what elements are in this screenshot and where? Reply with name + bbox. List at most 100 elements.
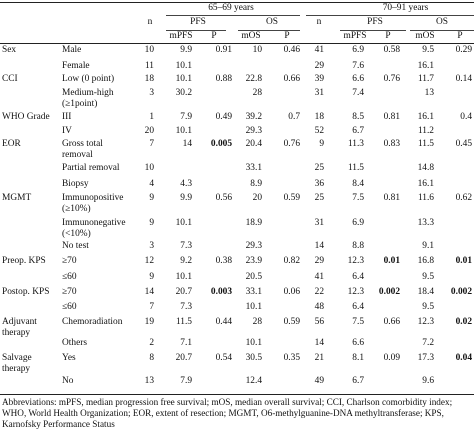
row-category: Immunonegative [62,218,126,228]
col-p-pfs-right: P [385,31,391,41]
cell-n2: 41 [314,272,324,282]
cell-pos1: 0.46 [283,45,300,55]
cell-n2: 14 [314,241,324,251]
cell-pos1: 0.59 [283,317,300,327]
group-rule-65-69 [166,15,300,16]
col-n-left: n [147,17,153,27]
cell-mos1: 22.8 [245,74,262,84]
cell-pos1: 0.76 [283,139,300,149]
cell-n1: 9 [149,193,154,203]
cell-mpfs1: 9.9 [180,193,192,203]
cell-mpfs1: 10.1 [175,61,192,71]
row-category: (≥10%) [62,204,91,214]
cell-mos2: 14.8 [417,163,434,173]
cell-n1: 8 [149,353,154,363]
cell-n1: 13 [144,376,154,386]
cell-mos1: 10.1 [245,302,262,312]
cell-mos2: 9.5 [422,272,434,282]
os-rule-right [410,30,474,31]
row-variable: CCI [2,74,18,84]
col-os-left: OS [266,17,278,27]
cell-n2: 31 [314,218,324,228]
row-category: removal [62,150,93,160]
pfs-rule-left [166,30,226,31]
cell-mpfs2: 6.6 [352,338,364,348]
cell-mos2: 11.6 [417,193,434,203]
row-variable: Postop. KPS [2,287,50,297]
cell-n1: 3 [149,88,154,98]
row-category: ≤60 [62,302,77,312]
row-variable: Salvage therapy [2,353,32,374]
cell-pos1: 0.06 [283,287,300,297]
cell-pos1: 0.82 [283,256,300,266]
cell-n1: 9 [149,272,154,282]
row-category: ≥70 [62,287,77,297]
cell-mpfs1: 9.9 [180,45,192,55]
cell-pos1: 0.35 [283,353,300,363]
row-category: ≤60 [62,272,77,282]
cell-mpfs2: 8.1 [352,353,364,363]
cell-mpfs2: 6.4 [352,302,364,312]
cell-mpfs1: 10.1 [175,272,192,282]
row-category: Partial removal [62,163,120,173]
cell-n1: 2 [149,338,154,348]
cell-n2: 31 [314,88,324,98]
cell-n2: 36 [314,179,324,189]
cell-pos1: 0.66 [283,74,300,84]
pfs-rule-right [340,30,406,31]
cell-n2: 49 [314,376,324,386]
row-variable: Adjuvant therapy [2,317,37,338]
cell-mpfs1: 7.9 [180,112,192,122]
cell-n1: 10 [144,45,154,55]
cell-mos2: 9.5 [422,45,434,55]
cell-p1: 0.56 [215,193,232,203]
cell-mos1: 39.2 [245,112,262,122]
cell-mos1: 28 [252,88,262,98]
table-bottom-rule [0,394,474,395]
cell-n2: 25 [314,193,324,203]
cell-mos2: 9.6 [422,376,434,386]
cell-n2: 14 [314,338,324,348]
cell-mos2: 11.7 [417,74,434,84]
cell-pos1: 0.59 [283,193,300,203]
cell-mpfs1: 30.2 [175,88,192,98]
cell-pos2: 0.4 [460,112,472,122]
cell-mos2: 9.1 [422,241,434,251]
cell-mpfs2: 6.7 [352,376,364,386]
cell-mpfs2: 8.4 [352,179,364,189]
cell-mpfs1: 10.1 [175,218,192,228]
cell-p1: 0.88 [215,74,232,84]
row-variable: Preop. KPS [2,256,46,266]
cell-mos2: 13 [424,88,434,98]
cell-mos2: 16.8 [417,256,434,266]
col-mos-right: mOS [415,31,435,41]
cell-n1: 10 [144,163,154,173]
cell-mos1: 20.5 [245,272,262,282]
cell-n1: 20 [144,126,154,136]
row-category: No test [62,241,89,251]
cell-mos1: 12.4 [245,376,262,386]
cell-mpfs2: 6.4 [352,272,364,282]
row-variable: EOR [2,139,21,149]
row-variable: MGMT [2,193,32,203]
cell-n2: 29 [314,61,324,71]
col-mos-left: mOS [241,31,261,41]
cell-n2: 18 [314,112,324,122]
header-bottom-rule [0,43,474,44]
cell-mos1: 23.9 [245,256,262,266]
cell-mos1: 33.1 [245,163,262,173]
row-category: Chemoradiation [62,317,123,327]
cell-mos2: 17.3 [417,353,434,363]
cell-mpfs1: 7.3 [180,302,192,312]
cell-mos1: 29.3 [245,126,262,136]
group-header-70-91: 70–91 years [382,3,429,13]
cell-mpfs2: 11.5 [347,163,364,173]
row-category: Low (0 point) [62,74,115,84]
col-mpfs-left: mPFS [169,31,193,41]
col-os-right: OS [436,17,448,27]
row-category: Male [62,45,82,55]
cell-mos1: 33.1 [245,287,262,297]
cell-mos2: 9.5 [422,302,434,312]
footnote-abbreviations: Abbreviations: mPFS, median progression … [2,397,453,429]
